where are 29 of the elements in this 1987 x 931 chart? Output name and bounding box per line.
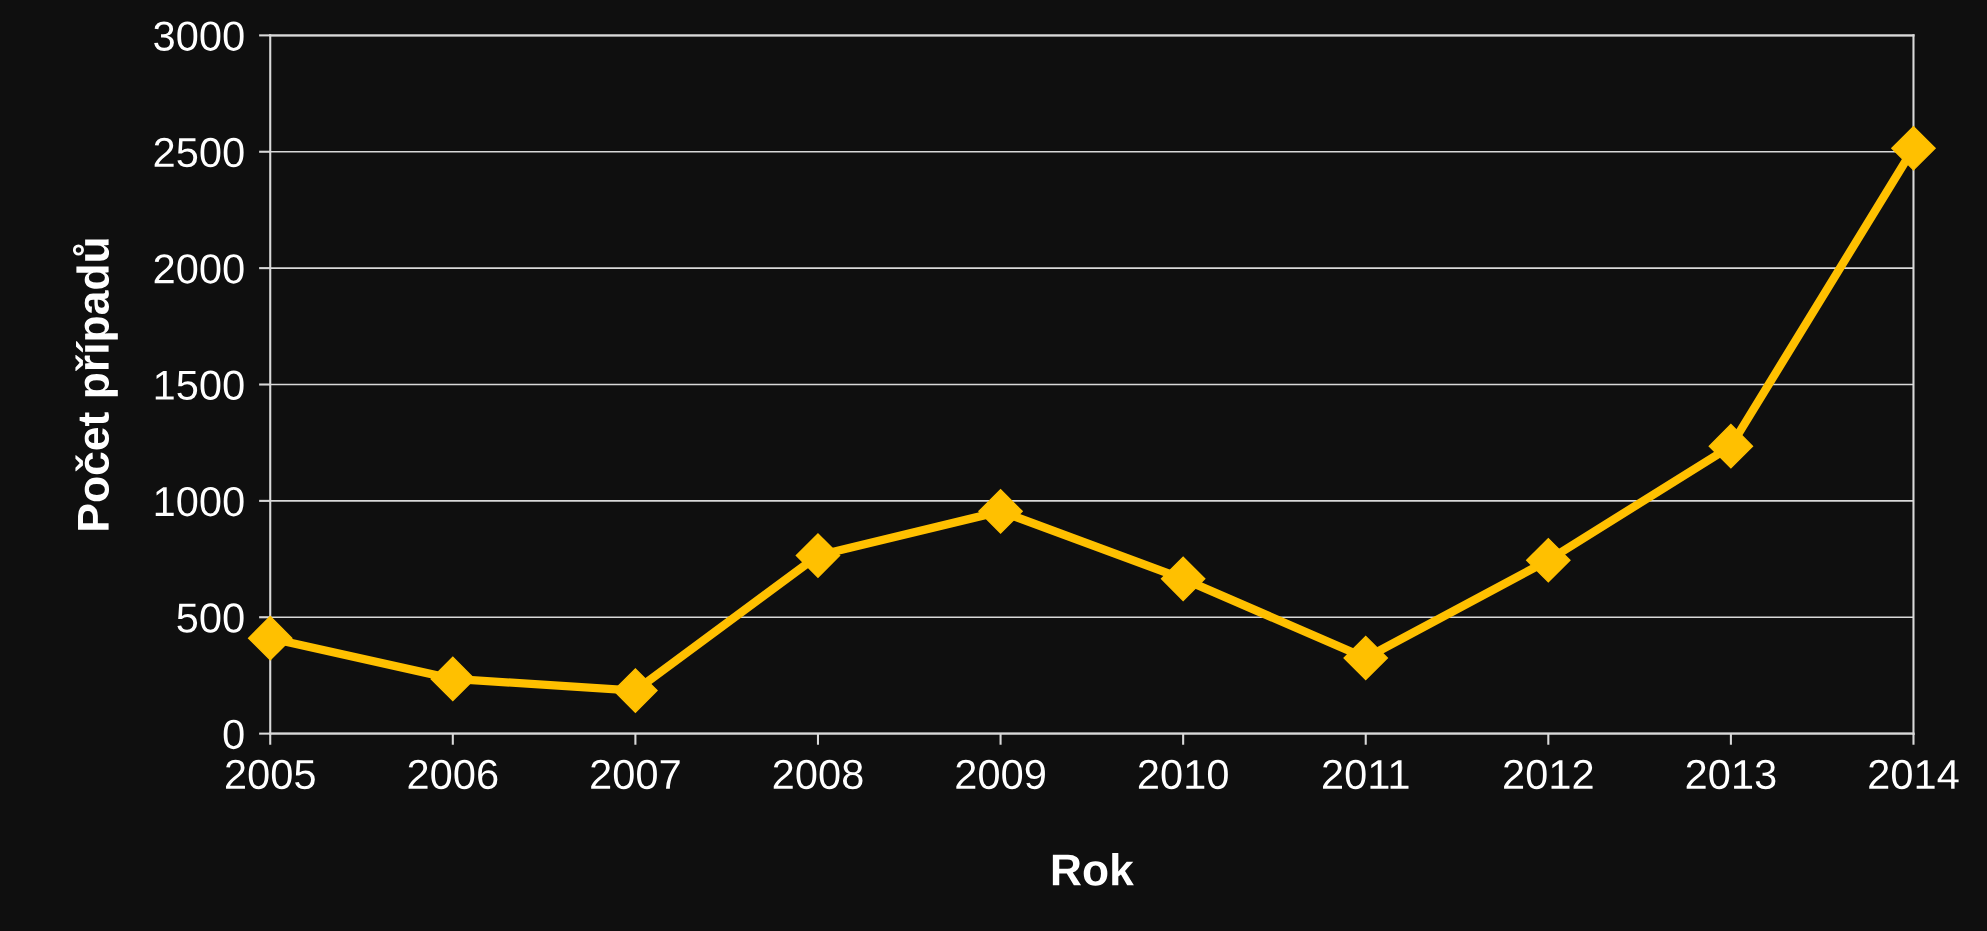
point	[1526, 537, 1571, 583]
y-tick-label: 1000	[155, 486, 244, 517]
x-tick-label: 2011	[1323, 759, 1409, 790]
point	[1160, 556, 1206, 602]
y-tick-label: 1500	[155, 370, 244, 401]
x-tick-label: 2009	[956, 759, 1045, 790]
y-tick-label: 2500	[154, 137, 244, 168]
x-tick-label: 2010	[1138, 759, 1228, 790]
point	[613, 668, 658, 713]
x-tick-label: 2005	[225, 759, 315, 790]
point	[795, 533, 841, 578]
y-tick-label: 0	[223, 719, 244, 750]
point	[1343, 635, 1389, 681]
point	[978, 489, 1023, 534]
point	[430, 656, 476, 702]
x-tick-label: 2006	[408, 759, 498, 790]
x-tick-label: 2007	[591, 759, 680, 790]
point	[1708, 423, 1754, 469]
y-tick-label: 3000	[154, 21, 244, 51]
point	[247, 615, 293, 661]
y-tick-label: 2000	[154, 254, 244, 284]
point	[1891, 125, 1936, 171]
x-tick-label: 2014	[1869, 759, 1959, 790]
x-tick-label: 2013	[1686, 759, 1776, 790]
y-axis-title: Počet případů	[72, 239, 118, 530]
x-tick-label: 2012	[1504, 759, 1593, 790]
x-tick-label: 2008	[773, 759, 863, 790]
x-axis-title: Rok	[1052, 853, 1134, 886]
y-tick-label: 500	[177, 603, 244, 633]
